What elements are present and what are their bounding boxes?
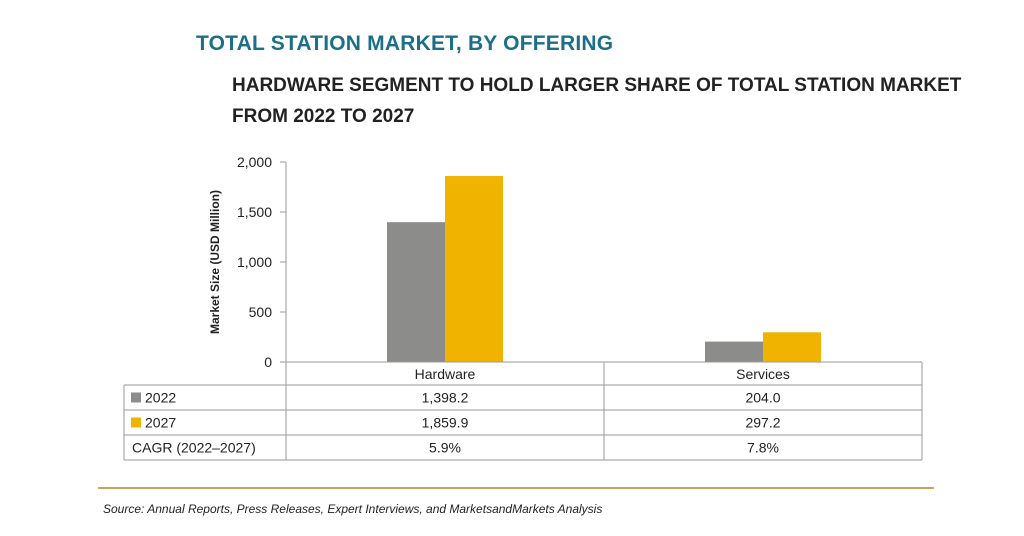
category-label-hardware: Hardware [415,366,476,382]
bar-2027-hardware [445,176,503,362]
subtitle-line-2: FROM 2022 TO 2027 [232,106,415,127]
subtitle-line-1: HARDWARE SEGMENT TO HOLD LARGER SHARE OF… [232,75,962,96]
legend-label-2022: 2022 [145,390,176,406]
data-label: 204.0 [745,390,780,406]
data-label: 1,859.9 [422,415,469,431]
cagr-value: 7.8% [747,440,779,456]
legend-swatch-2022 [131,392,141,403]
chart-title: TOTAL STATION MARKET, BY OFFERING [196,32,614,55]
category-label-services: Services [736,366,790,382]
cagr-row-label: CAGR (2022–2027) [132,440,256,456]
source-divider [98,487,934,489]
y-tick-label: 2,000 [237,154,272,170]
y-tick-label: 500 [249,304,273,320]
bar-2027-services [763,332,821,362]
bar-2022-services [705,341,763,362]
chart-subtitle: HARDWARE SEGMENT TO HOLD LARGER SHARE OF… [232,70,962,132]
legend-label-2027: 2027 [145,415,176,431]
source-note: Source: Annual Reports, Press Releases, … [103,502,603,516]
bar-2022-hardware [387,222,445,362]
data-label: 1,398.2 [422,390,469,406]
data-label: 297.2 [745,415,780,431]
y-tick-label: 1,500 [237,204,272,220]
legend-swatch-2027 [131,417,141,428]
cagr-value: 5.9% [429,440,461,456]
y-tick-label: 1,000 [237,254,272,270]
y-tick-label: 0 [264,354,272,370]
y-axis-title: Market Size (USD Million) [208,190,222,334]
